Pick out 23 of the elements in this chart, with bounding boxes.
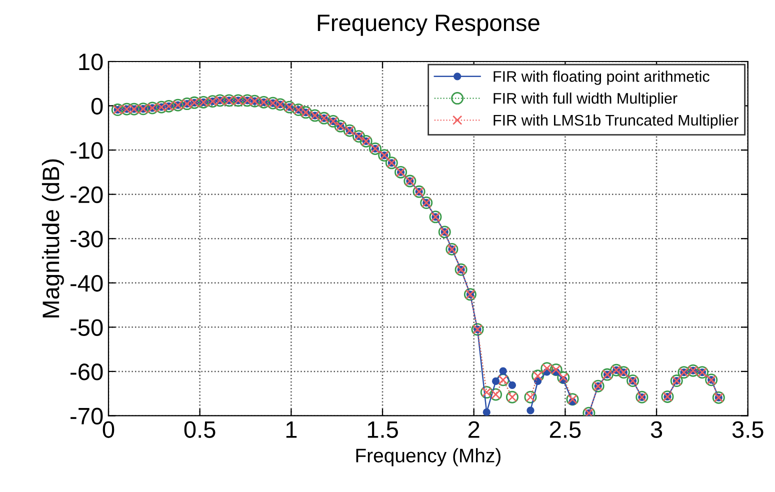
y-tick-label: 10 bbox=[79, 54, 103, 70]
chart-title: Frequency Response bbox=[318, 14, 540, 36]
y-axis-title: Magnitude (dB) bbox=[42, 159, 64, 318]
y-tick-label: 0 bbox=[91, 98, 103, 115]
x-tick-label: 1 bbox=[286, 421, 297, 438]
legend-label: FIR with full width Multiplier bbox=[494, 92, 678, 107]
x-tick-label: 0 bbox=[102, 421, 114, 438]
y-tick-label: -10 bbox=[70, 142, 103, 159]
x-tick-label: 2.5 bbox=[550, 421, 581, 438]
y-tick-label: -60 bbox=[70, 364, 103, 380]
x-tick-label: 3 bbox=[650, 421, 662, 438]
x-tick-label: 3.5 bbox=[732, 421, 764, 438]
legend-label: FIR with LMS1b Truncated Multiplier bbox=[494, 114, 738, 129]
y-tick-label: -40 bbox=[70, 274, 103, 292]
legend-label: FIR with floating point arithmetic bbox=[494, 70, 710, 85]
y-tick-label: -70 bbox=[70, 408, 103, 425]
x-tick-label: 1.5 bbox=[368, 421, 398, 438]
x-tick-label: 2 bbox=[468, 421, 480, 438]
y-tick-label: -20 bbox=[70, 186, 103, 204]
x-axis-title: Frequency (Mhz) bbox=[356, 448, 500, 466]
x-tick-label: 0.5 bbox=[184, 421, 216, 438]
y-tick-label: -50 bbox=[70, 319, 103, 336]
y-tick-label: -30 bbox=[70, 230, 103, 248]
